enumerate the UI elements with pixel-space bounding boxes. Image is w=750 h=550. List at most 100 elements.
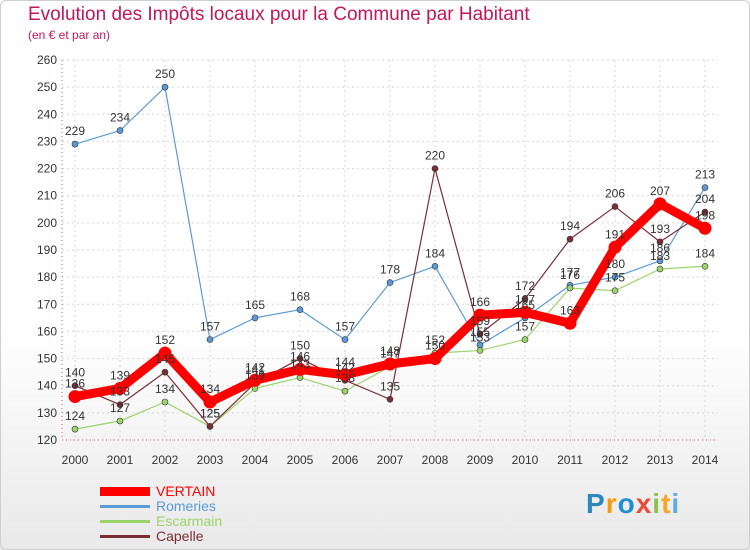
y-tick-label: 260	[37, 53, 57, 67]
point-vertain	[383, 357, 397, 371]
data-label-escarmain: 157	[515, 320, 535, 334]
point-vertain	[68, 390, 82, 404]
legend-swatch	[100, 505, 150, 508]
x-tick-label: 2008	[422, 453, 449, 467]
data-label-escarmain: 134	[155, 382, 175, 396]
point-capelle	[386, 395, 394, 403]
y-tick-label: 240	[37, 107, 57, 121]
y-tick-label: 170	[37, 297, 57, 311]
point-escarmain	[71, 425, 79, 433]
logo-letter: i	[671, 488, 681, 519]
data-label-capelle: 206	[605, 187, 625, 201]
data-label-vertain: 142	[245, 360, 265, 374]
data-label-vertain: 139	[110, 368, 130, 382]
line-chart: 120 130 140 150 160 170 180 190 200 210 220 230 240 2…	[37, 53, 719, 467]
point-romeries	[431, 262, 439, 270]
data-label-romeries: 155	[470, 325, 490, 339]
y-tick-label: 210	[37, 189, 57, 203]
legend-swatch	[100, 520, 150, 523]
logo-letter: r	[605, 488, 618, 519]
point-vertain	[563, 316, 577, 330]
point-vertain	[653, 197, 667, 211]
data-label-capelle: 194	[560, 219, 580, 233]
x-tick-label: 2003	[197, 453, 224, 467]
data-label-romeries: 180	[605, 257, 625, 271]
point-vertain	[698, 221, 712, 235]
data-label-romeries: 165	[515, 298, 535, 312]
data-label-escarmain: 152	[425, 333, 445, 347]
data-label-capelle: 133	[110, 385, 130, 399]
data-label-romeries: 168	[290, 290, 310, 304]
data-label-escarmain: 138	[335, 371, 355, 385]
series-group	[68, 83, 712, 433]
x-tick-label: 2002	[152, 453, 179, 467]
x-tick-label: 2011	[557, 453, 583, 467]
data-label-escarmain: 143	[290, 358, 310, 372]
data-label-vertain: 152	[155, 333, 175, 347]
data-label-romeries: 177	[560, 265, 580, 279]
point-capelle	[476, 330, 484, 338]
data-label-vertain: 148	[380, 344, 400, 358]
y-tick-label: 220	[37, 162, 57, 176]
point-vertain	[518, 305, 532, 319]
data-label-romeries: 165	[245, 298, 265, 312]
point-romeries	[71, 140, 79, 148]
data-label-escarmain: 125	[200, 406, 220, 420]
data-label-romeries: 178	[380, 263, 400, 277]
y-tick-label: 180	[37, 270, 57, 284]
point-vertain	[608, 240, 622, 254]
logo-letter: i	[652, 488, 662, 519]
point-romeries	[296, 306, 304, 314]
data-label-romeries: 186	[650, 241, 670, 255]
point-romeries	[656, 257, 664, 265]
data-label-romeries: 184	[425, 246, 445, 260]
data-label-capelle: 172	[515, 279, 535, 293]
x-tick-label: 2004	[242, 453, 269, 467]
data-label-vertain: 207	[650, 184, 670, 198]
y-tick-label: 140	[37, 379, 57, 393]
data-label-capelle: 125	[200, 406, 220, 420]
data-label-escarmain: 147	[380, 347, 400, 361]
point-capelle	[611, 203, 619, 210]
data-label-escarmain: 175	[605, 271, 625, 285]
y-tick-label: 130	[37, 406, 57, 420]
data-label-capelle: 193	[650, 222, 670, 236]
point-capelle	[566, 235, 574, 243]
logo-letter: o	[617, 488, 636, 519]
point-romeries	[701, 184, 709, 191]
data-label-vertain: 136	[65, 377, 85, 391]
point-escarmain	[701, 262, 709, 270]
y-tick-label: 250	[37, 80, 57, 94]
logo-letter: P	[586, 488, 606, 519]
point-vertain	[248, 373, 262, 387]
point-escarmain	[341, 387, 349, 395]
point-capelle	[161, 368, 169, 376]
point-escarmain	[656, 265, 664, 273]
logo-letter: t	[661, 488, 672, 519]
x-tick-label: 2009	[467, 453, 494, 467]
data-label-vertain: 146	[290, 349, 310, 363]
point-escarmain	[611, 287, 619, 295]
y-tick-label: 120	[37, 433, 57, 447]
data-label-romeries: 229	[65, 124, 85, 138]
data-label-vertain: 191	[605, 227, 625, 241]
y-tick-label: 200	[37, 216, 57, 230]
chart-title: Evolution des Impôts locaux pour la Comm…	[28, 4, 530, 25]
data-label-capelle: 141	[245, 363, 265, 377]
data-label-vertain: 167	[515, 292, 535, 306]
point-vertain	[293, 362, 307, 376]
proxiti-logo: Proxiti	[586, 488, 680, 520]
legend-label: Escarmain	[156, 513, 223, 529]
chart-subtitle: (en € et par an)	[28, 28, 111, 42]
point-escarmain	[116, 417, 124, 425]
x-tick-label: 2005	[287, 453, 314, 467]
point-romeries	[251, 314, 259, 322]
legend-label: Capelle	[156, 528, 204, 544]
data-label-escarmain: 184	[695, 246, 715, 260]
x-tick-label: 2000	[62, 453, 89, 467]
point-capelle	[71, 382, 79, 390]
y-tick-label: 230	[37, 134, 57, 148]
data-label-romeries: 213	[695, 168, 715, 182]
x-tick-label: 2001	[107, 453, 134, 467]
point-romeries	[116, 127, 124, 134]
